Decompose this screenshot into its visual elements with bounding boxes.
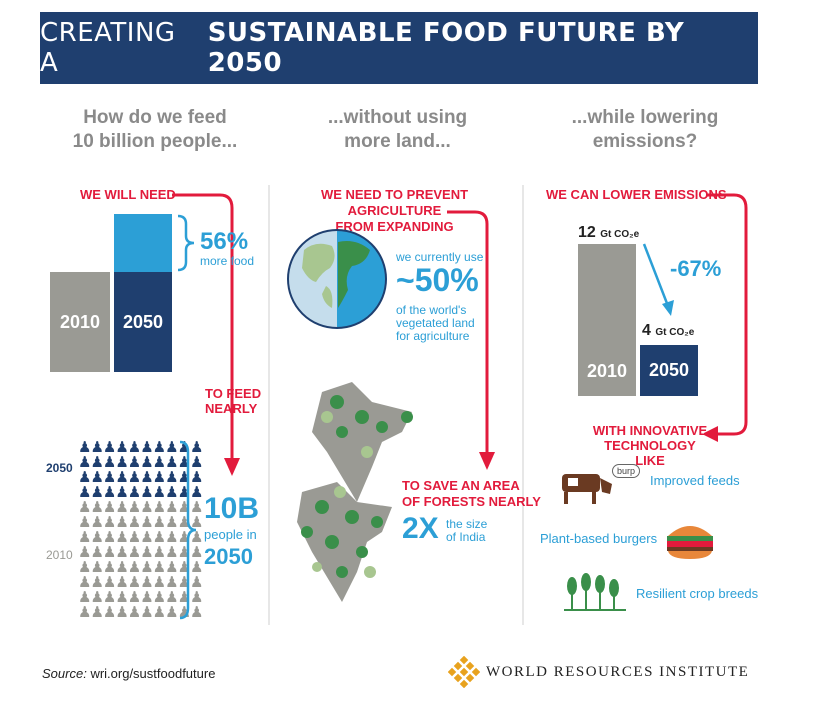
val-2050-number: 4 bbox=[642, 322, 651, 339]
people-row: ♟♟♟♟♟♟♟♟♟♟ bbox=[78, 544, 203, 561]
save-value: 2X bbox=[402, 512, 439, 545]
save-label: TO SAVE AN AREA OF FORESTS NEARLY bbox=[402, 478, 541, 510]
prevent-label: WE NEED TO PREVENT AGRICULTURE FROM EXPA… bbox=[282, 187, 507, 235]
innovative-line2: TECHNOLOGY LIKE bbox=[604, 438, 696, 468]
people-row: ♟♟♟♟♟♟♟♟♟♟ bbox=[78, 454, 203, 471]
to-feed-line2: NEARLY bbox=[205, 401, 258, 416]
item-resilient-crops: Resilient crop breeds bbox=[636, 586, 759, 601]
people-2050-label: 2050 bbox=[46, 461, 73, 475]
to-feed-label: TO FEED NEARLY bbox=[205, 386, 261, 416]
val-2050: 4 Gt CO₂e bbox=[642, 322, 694, 340]
col2-heading-line2: more land... bbox=[344, 131, 451, 152]
title-bold: SUSTAINABLE FOOD FUTURE BY 2050 bbox=[207, 18, 685, 78]
cow-icon bbox=[562, 474, 612, 504]
people-row: ♟♟♟♟♟♟♟♟♟♟ bbox=[78, 559, 203, 576]
lower-label: WE CAN LOWER EMISSIONS bbox=[546, 187, 727, 202]
save-desc-line1: the size bbox=[446, 517, 488, 531]
people-row: ♟♟♟♟♟♟♟♟♟♟ bbox=[78, 439, 203, 456]
save-desc-line2: of India bbox=[446, 530, 486, 544]
use-desc: of the world's vegetated land for agricu… bbox=[396, 304, 475, 343]
people-label-2: 2050 bbox=[204, 544, 253, 569]
change-value: -67% bbox=[670, 256, 722, 281]
source-label: Source: bbox=[42, 666, 87, 681]
people-row: ♟♟♟♟♟♟♟♟♟♟ bbox=[78, 604, 203, 621]
source-note: Source: wri.org/sustfoodfuture bbox=[42, 666, 215, 681]
use-desc-line2: vegetated land bbox=[396, 316, 475, 330]
use-desc-line1: of the world's bbox=[396, 303, 467, 317]
people-value: 10B bbox=[204, 492, 260, 525]
bar-2010-emissions: 2010 bbox=[578, 244, 636, 396]
prevent-line1: WE NEED TO PREVENT AGRICULTURE bbox=[320, 187, 469, 218]
bar-2050-emissions: 2050 bbox=[640, 345, 698, 396]
bar-2050-food: 2050 bbox=[114, 272, 172, 372]
use-value: ~50% bbox=[396, 262, 479, 298]
column-divider-1 bbox=[268, 185, 270, 625]
item-improved-feeds: Improved feeds bbox=[650, 473, 740, 488]
use-label: we currently use bbox=[396, 250, 484, 264]
people-bracket bbox=[179, 440, 197, 620]
people-row: ♟♟♟♟♟♟♟♟♟♟ bbox=[78, 469, 203, 486]
col1-heading-line2: 10 billion people... bbox=[72, 131, 238, 152]
save-desc: the size of India bbox=[446, 518, 487, 544]
col1-heading-line1: How do we feed bbox=[83, 107, 227, 128]
col1-arrow bbox=[172, 193, 240, 476]
bar-2050-increase bbox=[114, 214, 172, 272]
column-divider-2 bbox=[522, 185, 524, 625]
innovative-label: WITH INNOVATIVE TECHNOLOGY LIKE bbox=[590, 423, 710, 468]
col3-heading: ...while lowering emissions? bbox=[530, 106, 760, 154]
col3-heading-line2: emissions? bbox=[592, 131, 698, 152]
to-feed-line1: TO FEED bbox=[205, 386, 262, 401]
val-2010-number: 12 bbox=[578, 224, 596, 241]
people-row: ♟♟♟♟♟♟♟♟♟♟ bbox=[78, 499, 203, 516]
people-row: ♟♟♟♟♟♟♟♟♟♟ bbox=[78, 484, 203, 501]
title-light: CREATING A bbox=[40, 18, 176, 78]
pct-label: more food bbox=[200, 254, 255, 268]
bar-2010-emissions-label: 2010 bbox=[586, 361, 628, 381]
wri-logo-icon bbox=[448, 656, 480, 688]
col2-heading: ...without using more land... bbox=[280, 106, 515, 154]
globe-icon bbox=[287, 229, 387, 329]
val-2010: 12 Gt CO₂e bbox=[578, 224, 639, 242]
india-map-icon bbox=[297, 382, 413, 602]
burp-bubble: burp bbox=[612, 464, 641, 478]
col3-arrow bbox=[704, 193, 748, 442]
val-2010-unit: Gt CO₂e bbox=[600, 229, 640, 240]
val-2050-unit: Gt CO₂e bbox=[655, 327, 695, 338]
people-2010-label: 2010 bbox=[46, 548, 73, 562]
prevent-line2: FROM EXPANDING bbox=[335, 219, 454, 234]
col1-heading: How do we feed 10 billion people... bbox=[40, 106, 270, 154]
pct-value: 56% bbox=[200, 228, 249, 255]
col2-heading-line1: ...without using bbox=[327, 107, 468, 128]
people-row: ♟♟♟♟♟♟♟♟♟♟ bbox=[78, 514, 203, 531]
title-banner: CREATING A SUSTAINABLE FOOD FUTURE BY 20… bbox=[40, 12, 758, 84]
source-url[interactable]: wri.org/sustfoodfuture bbox=[90, 666, 216, 681]
people-row: ♟♟♟♟♟♟♟♟♟♟ bbox=[78, 574, 203, 591]
save-line1: TO SAVE AN AREA bbox=[402, 478, 520, 493]
bar-2010-food: 2010 bbox=[50, 272, 110, 372]
crop-icon bbox=[564, 573, 626, 611]
people-row: ♟♟♟♟♟♟♟♟♟♟ bbox=[78, 529, 203, 546]
bar-2050-emissions-label: 2050 bbox=[648, 360, 690, 380]
bar-2050-food-label: 2050 bbox=[122, 311, 164, 332]
people-row: ♟♟♟♟♟♟♟♟♟♟ bbox=[78, 589, 203, 606]
col3-heading-line1: ...while lowering bbox=[571, 107, 719, 128]
we-will-need-label: WE WILL NEED bbox=[80, 187, 176, 202]
decrease-arrow bbox=[642, 243, 674, 316]
item-plant-based-burgers: Plant-based burgers bbox=[540, 531, 658, 546]
burger-icon bbox=[667, 526, 713, 559]
pct-bracket bbox=[177, 214, 195, 272]
people-label-1: people in bbox=[204, 527, 257, 542]
bar-2010-food-label: 2010 bbox=[59, 311, 101, 332]
use-desc-line3: for agriculture bbox=[396, 329, 470, 343]
org-name: WORLD RESOURCES INSTITUTE bbox=[486, 664, 750, 680]
people-grid: ♟♟♟♟♟♟♟♟♟♟ ♟♟♟♟♟♟♟♟♟♟ ♟♟♟♟♟♟♟♟♟♟ ♟♟♟♟♟♟♟… bbox=[78, 439, 203, 621]
innovative-line1: WITH INNOVATIVE bbox=[592, 423, 708, 438]
save-line2: OF FORESTS NEARLY bbox=[402, 494, 541, 509]
col2-arrow bbox=[447, 210, 495, 470]
